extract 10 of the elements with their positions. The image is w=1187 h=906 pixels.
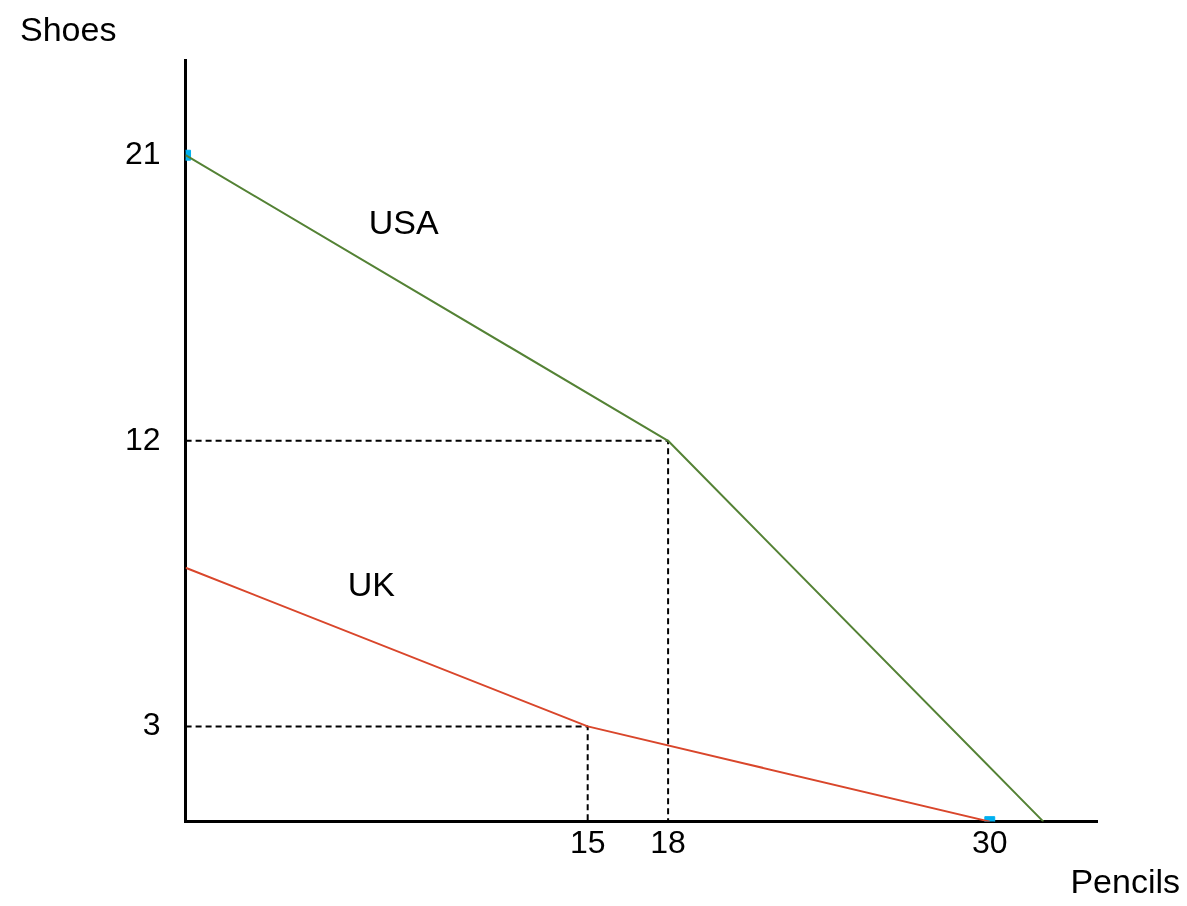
y-axis-title: Shoes <box>20 10 117 49</box>
x-tick-label: 18 <box>650 823 686 860</box>
series-label: USA <box>368 202 439 241</box>
y-tick-label: 21 <box>125 135 161 172</box>
x-axis-title: Pencils <box>1070 862 1180 901</box>
x-tick-label: 30 <box>971 823 1008 860</box>
series-label: UK <box>347 564 396 603</box>
y-tick-label: 3 <box>142 706 161 743</box>
y-tick-label: 12 <box>125 420 161 457</box>
x-tick-label: 15 <box>569 823 606 860</box>
